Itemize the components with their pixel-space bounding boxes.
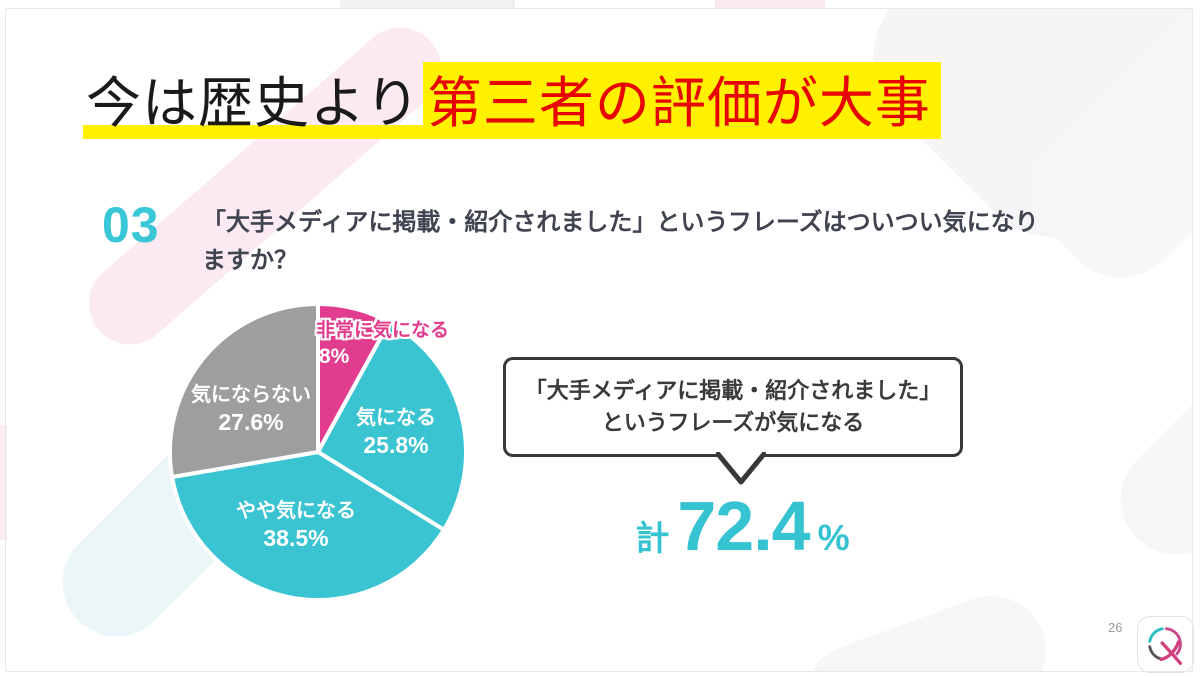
pie-slice-not-interested bbox=[168, 302, 320, 479]
page-number: 26 bbox=[1108, 620, 1123, 635]
callout-line-2: というフレーズが気になる bbox=[601, 410, 865, 435]
decorative-stripe bbox=[0, 425, 7, 540]
percent-sign: % bbox=[817, 517, 850, 558]
pie-label-interested: 気になる 25.8% bbox=[326, 405, 466, 459]
pie-chart: 非常に気になる 8% 気になる 25.8% やや気になる 38.5% 気にならな… bbox=[166, 300, 470, 604]
total-value: 72.4 bbox=[677, 487, 810, 565]
pie-label-value: 25.8% bbox=[363, 432, 429, 458]
pie-label-very-interested: 非常に気になる 8% bbox=[316, 318, 476, 370]
brand-logo-icon bbox=[1148, 627, 1183, 665]
slide-title: 今は歴史より 第三者の評価が大事 bbox=[83, 62, 941, 142]
question-line-1: 「大手メディアに掲載・紹介されました」というフレーズはついつい気になり bbox=[202, 209, 1039, 236]
pie-label-value: 38.5% bbox=[263, 525, 329, 551]
decorative-stripe bbox=[715, 0, 825, 9]
pie-label-text: やや気になる bbox=[236, 500, 356, 522]
section-number: 03 bbox=[102, 197, 160, 253]
question-line-2: ますか？ bbox=[202, 247, 298, 274]
decorative-stripe bbox=[340, 0, 515, 9]
pie-label-somewhat-interested: やや気になる 38.5% bbox=[211, 498, 381, 552]
brand-logo bbox=[1137, 616, 1194, 673]
callout-line-1: 「大手メディアに掲載・紹介されました」 bbox=[524, 378, 942, 403]
pie-label-not-interested: 気にならない 27.6% bbox=[166, 382, 336, 436]
pie-label-text: 気にならない bbox=[191, 384, 311, 406]
pie-slice-somewhat-interested bbox=[170, 450, 446, 603]
pie-slice-interested bbox=[316, 320, 468, 532]
callout-pointer-icon bbox=[716, 452, 766, 485]
pie-label-text: 非常に気になる bbox=[316, 320, 450, 341]
pie-label-value: 27.6% bbox=[218, 409, 284, 435]
pie-label-value: 8% bbox=[319, 345, 350, 368]
total-percentage: 計 72.4% bbox=[590, 486, 895, 566]
title-text: 今は歴史より bbox=[83, 72, 423, 139]
pie-label-text: 気になる bbox=[356, 407, 436, 429]
title-highlight: 第三者の評価が大事 bbox=[422, 62, 941, 139]
total-prefix: 計 bbox=[635, 520, 670, 558]
callout-bubble: 「大手メディアに掲載・紹介されました」 というフレーズが気になる bbox=[503, 357, 963, 457]
pie-chart-svg bbox=[168, 302, 468, 603]
question-text: 「大手メディアに掲載・紹介されました」というフレーズはついつい気になり ますか？ bbox=[202, 204, 1102, 280]
decorative-stripe bbox=[1097, 272, 1193, 578]
decorative-stripe bbox=[788, 580, 1062, 671]
